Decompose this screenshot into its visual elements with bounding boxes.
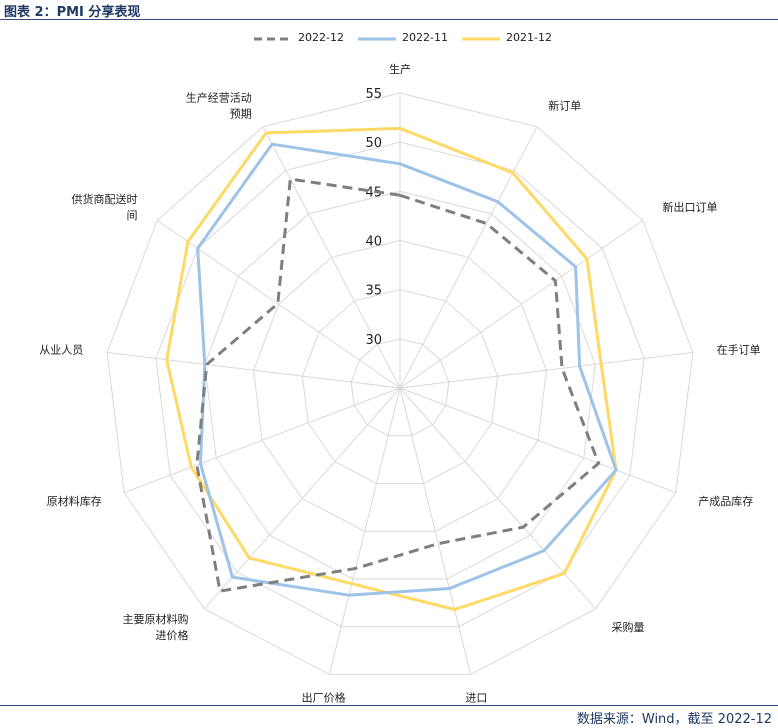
axis-label-11: 供货商配送时间 (71, 192, 137, 222)
grid-spoke-3 (399, 351, 693, 389)
legend-swatch-2021-12 (462, 37, 500, 41)
axis-label-line: 供货商配送时 (71, 192, 137, 206)
axis-label-line: 生产经营活动 (186, 91, 252, 105)
grid-spoke-9 (123, 387, 401, 494)
legend-label-2021-12: 2021-12 (506, 31, 552, 44)
legend-label-2022-11: 2022-11 (402, 31, 448, 44)
axis-label-3: 在手订单 (717, 343, 761, 357)
grid-spoke-1 (399, 126, 538, 389)
grid-spoke-12 (262, 126, 401, 389)
figure-header: 图表 2：PMI 分享表现 (0, 0, 778, 20)
axis-label-line: 新出口订单 (663, 200, 718, 214)
axis-label-0: 生产 (389, 62, 411, 76)
grid-spoke-6 (399, 387, 472, 675)
axis-label-line: 采购量 (612, 620, 645, 634)
axis-label-9: 原材料库存 (47, 494, 102, 508)
grid-spoke-7 (328, 387, 401, 675)
axis-label-4: 产成品库存 (698, 494, 753, 508)
r-tick-label-50: 50 (365, 136, 382, 151)
axis-label-7: 出厂价格 (302, 691, 346, 705)
grid-ring-40 (253, 239, 547, 532)
grid-spoke-8 (204, 387, 401, 610)
grid-ring-50 (155, 141, 645, 628)
axis-label-line: 在手订单 (717, 343, 761, 357)
data-source: 数据来源：Wind，截至 2022-12 (576, 712, 772, 727)
header-divider (0, 19, 778, 20)
axis-label-2: 新出口订单 (663, 200, 718, 214)
legend-swatch-2022-12 (254, 37, 292, 41)
axis-label-line: 原材料库存 (47, 494, 102, 508)
axis-label-line: 预期 (230, 108, 252, 121)
r-tick-label-55: 55 (365, 87, 382, 102)
grid-spoke-10 (107, 351, 401, 389)
axis-label-line: 产成品库存 (698, 494, 753, 508)
axis-label-5: 采购量 (612, 620, 645, 634)
axis-label-line: 进价格 (155, 628, 188, 642)
grid-spoke-5 (399, 387, 596, 610)
grid-ring-35 (301, 289, 499, 484)
axis-label-line: 出厂价格 (302, 691, 346, 705)
r-tick-label-35: 35 (365, 284, 382, 299)
r-tick-label-45: 45 (365, 185, 382, 200)
axis-label-8: 主要原材料购进价格 (122, 612, 188, 642)
grid-spoke-2 (399, 220, 644, 389)
axis-label-line: 生产 (389, 62, 411, 76)
legend-label-2022-12: 2022-12 (298, 31, 344, 44)
axis-label-6: 进口 (465, 692, 487, 705)
grid-ring-30 (350, 338, 450, 437)
axis-label-line: 新订单 (548, 99, 581, 113)
legend-swatch-2022-11 (358, 37, 396, 41)
axis-label-line: 进口 (465, 692, 487, 705)
figure-title: 图表 2：PMI 分享表现 (4, 5, 141, 20)
series-line-2022-12 (195, 177, 601, 593)
axis-label-line: 主要原材料购 (122, 612, 188, 626)
grid-ring-55 (106, 92, 694, 675)
axis-label-line: 从业人员 (39, 344, 83, 357)
grid-spoke-4 (399, 387, 677, 494)
r-tick-label-30: 30 (365, 333, 382, 348)
grid-ring-45 (204, 190, 596, 580)
series-line-2021-12 (165, 126, 618, 612)
r-tick-label-40: 40 (365, 235, 382, 250)
axis-label-line: 间 (126, 209, 137, 222)
footer-divider (0, 705, 778, 706)
chart-legend: 2022-12 2022-11 2021-12 (0, 28, 778, 50)
series-line-2022-11 (196, 142, 618, 597)
axis-label-1: 新订单 (548, 99, 581, 113)
axis-label-10: 从业人员 (39, 344, 83, 357)
axis-label-12: 生产经营活动预期 (186, 91, 252, 121)
